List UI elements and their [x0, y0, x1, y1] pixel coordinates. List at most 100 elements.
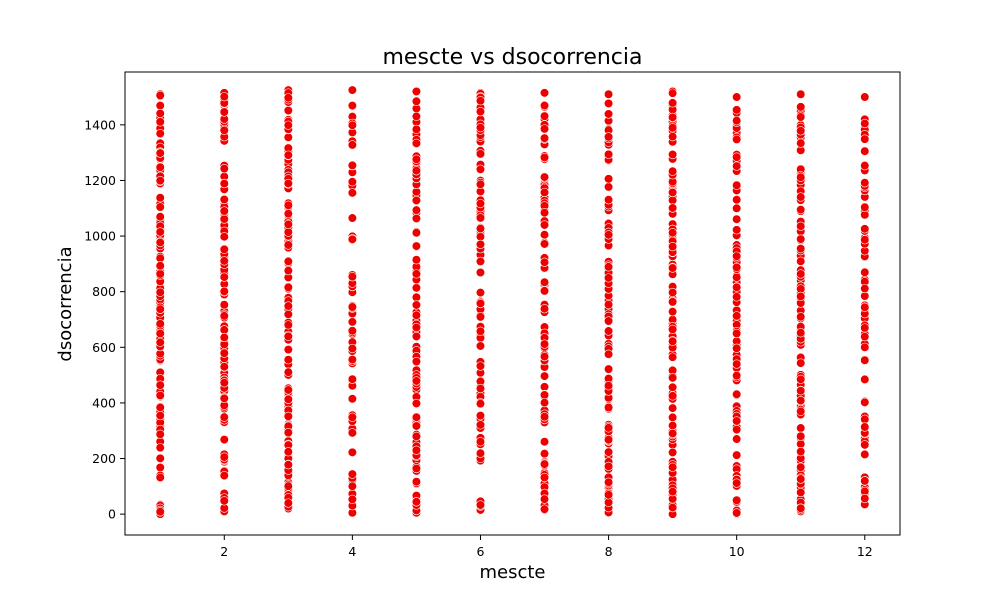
- data-point: [860, 414, 870, 424]
- x-axis-label: mescte: [479, 562, 545, 583]
- data-point: [860, 202, 870, 212]
- data-point: [475, 232, 486, 242]
- data-point: [732, 152, 742, 162]
- data-point: [860, 283, 870, 294]
- y-tick-label: 0: [108, 507, 116, 522]
- data-point: [796, 328, 806, 338]
- data-point: [219, 244, 229, 254]
- data-point: [475, 448, 486, 458]
- data-point: [539, 172, 550, 182]
- data-point: [603, 461, 614, 471]
- data-point: [347, 140, 357, 150]
- data-point: [219, 214, 229, 224]
- data-point: [219, 378, 229, 388]
- data-point: [668, 228, 678, 238]
- data-point: [732, 495, 742, 505]
- data-point: [155, 402, 165, 413]
- data-point: [796, 256, 806, 266]
- data-point: [732, 214, 742, 224]
- data-point: [219, 164, 229, 174]
- data-point: [219, 107, 229, 117]
- data-point: [219, 412, 229, 422]
- data-point: [539, 304, 550, 314]
- data-point: [155, 108, 165, 119]
- data-point: [603, 349, 614, 359]
- y-ticks: 0 200 400 600 800 1000 1200 1400: [84, 117, 125, 522]
- data-point: [796, 374, 806, 384]
- data-point: [283, 227, 293, 237]
- data-point: [411, 445, 422, 455]
- data-point: [796, 474, 806, 484]
- data-point: [347, 354, 357, 365]
- data-point: [411, 283, 422, 293]
- data-point: [155, 390, 165, 401]
- data-point: [539, 382, 550, 392]
- data-point: [732, 180, 742, 190]
- data-point: [155, 202, 165, 212]
- data-point: [219, 470, 229, 481]
- x-tick-label: 12: [857, 544, 873, 559]
- data-point: [155, 90, 165, 100]
- data-point: [732, 389, 742, 399]
- data-point: [283, 355, 293, 365]
- data-point: [475, 267, 486, 278]
- data-point: [603, 364, 614, 374]
- data-point: [283, 93, 293, 103]
- data-point: [603, 262, 614, 272]
- data-point: [347, 394, 357, 404]
- data-point: [668, 187, 678, 198]
- data-point: [411, 322, 422, 333]
- data-point: [603, 477, 614, 487]
- data-point: [539, 88, 550, 98]
- data-point: [732, 508, 742, 518]
- data-point: [860, 118, 870, 129]
- data-point: [603, 182, 614, 192]
- data-point: [860, 397, 870, 407]
- data-point: [603, 174, 614, 184]
- data-point: [603, 326, 614, 336]
- data-point: [283, 481, 293, 491]
- data-point: [475, 437, 486, 447]
- y-tick-label: 800: [92, 284, 116, 299]
- data-point: [219, 272, 229, 282]
- data-point: [732, 292, 742, 302]
- data-point: [219, 348, 229, 358]
- data-point: [347, 469, 357, 479]
- data-point: [860, 134, 870, 144]
- data-point: [411, 124, 422, 134]
- data-point: [668, 382, 678, 392]
- data-point: [347, 481, 357, 491]
- data-point: [155, 380, 165, 390]
- data-point: [668, 263, 678, 273]
- data-point: [219, 311, 229, 321]
- data-point: [411, 255, 422, 265]
- data-point: [283, 428, 293, 438]
- data-point: [860, 493, 870, 504]
- data-point: [539, 152, 550, 163]
- data-point: [796, 291, 806, 301]
- y-tick-label: 600: [92, 340, 116, 355]
- data-point: [539, 208, 550, 218]
- data-point: [411, 205, 422, 215]
- data-point: [411, 412, 422, 422]
- data-point: [411, 86, 422, 97]
- data-point: [155, 472, 165, 483]
- data-point: [283, 150, 293, 160]
- data-point: [668, 203, 678, 213]
- data-point: [732, 328, 742, 339]
- data-point: [283, 240, 293, 250]
- data-point: [668, 336, 678, 346]
- x-tick-label: 2: [220, 544, 228, 559]
- y-tick-label: 200: [92, 451, 116, 466]
- data-point: [668, 287, 678, 298]
- data-point: [860, 374, 870, 385]
- data-point: [668, 297, 678, 307]
- y-tick-label: 1400: [84, 117, 116, 132]
- data-point: [475, 123, 486, 133]
- data-point: [732, 195, 742, 205]
- data-point: [668, 412, 678, 423]
- data-point: [347, 234, 357, 244]
- data-point: [219, 362, 229, 372]
- data-point: [155, 117, 165, 127]
- data-point: [603, 109, 614, 119]
